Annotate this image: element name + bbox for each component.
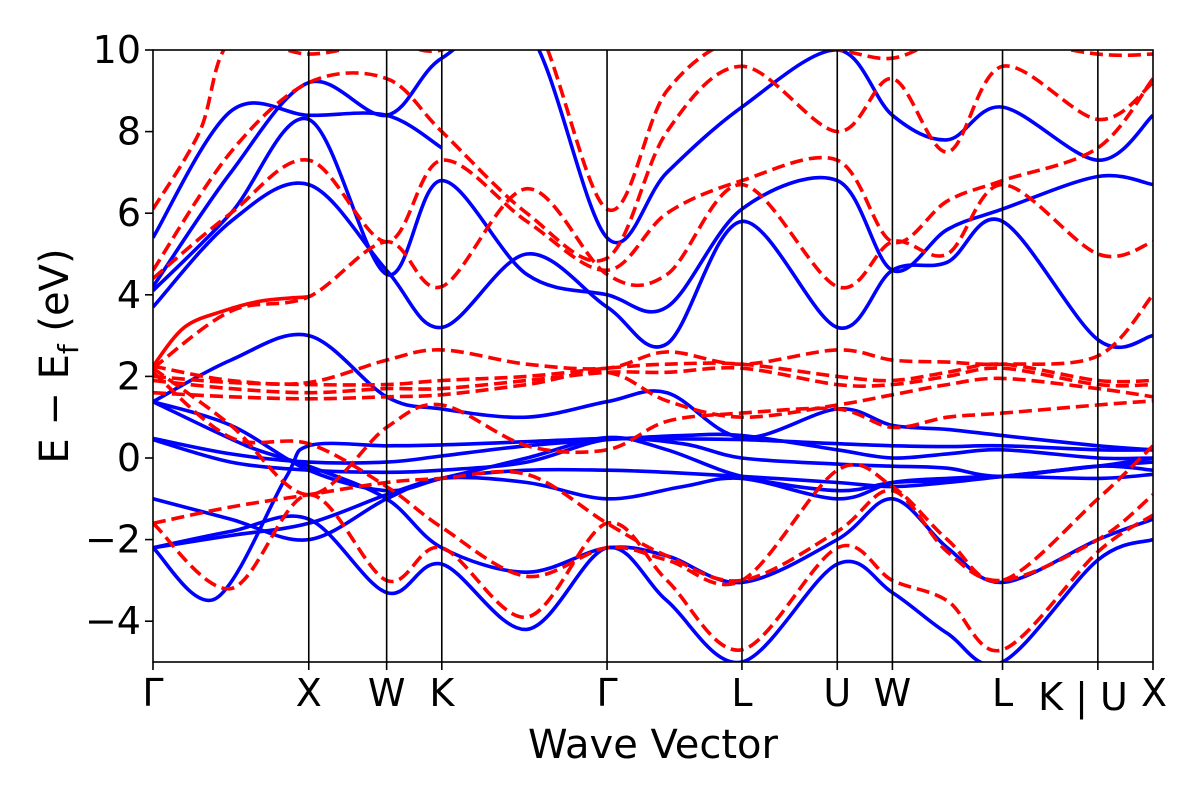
band-line-red-solid xyxy=(153,295,309,368)
band-line-spin-down xyxy=(153,370,1153,420)
y-tick-label: 6 xyxy=(117,191,141,235)
x-axis-label: Wave Vector xyxy=(528,722,779,768)
band-line-spin-up xyxy=(153,332,1153,452)
band-line-spin-down xyxy=(153,361,1153,387)
y-tick-label: 8 xyxy=(117,110,141,154)
band-line-spin-up xyxy=(153,116,1153,314)
plot-frame xyxy=(152,49,1154,663)
x-tick-label: U xyxy=(823,671,851,715)
band-line-spin-up xyxy=(153,101,443,239)
band-line-spin-down xyxy=(153,64,1153,272)
high-symmetry-lines xyxy=(307,50,1099,662)
band-line-spin-up xyxy=(153,514,1153,662)
band-line-spin-up xyxy=(153,50,1153,288)
y-axis-label-unit: (eV) xyxy=(32,248,78,344)
band-line-spin-up xyxy=(153,399,1153,493)
x-tick-label: K xyxy=(429,671,455,715)
x-tick-label: L xyxy=(731,671,752,715)
x-tick-label: K | U xyxy=(1038,675,1128,720)
band-line-spin-down xyxy=(153,182,1153,370)
x-tick-label: Γ xyxy=(596,671,617,715)
band-line-spin-down xyxy=(153,370,1153,587)
y-axis-label: E − Ef (eV) xyxy=(32,248,85,463)
band-line-spin-up xyxy=(153,432,1153,465)
x-tick-label: W xyxy=(368,671,406,715)
x-tick-label: X xyxy=(296,671,322,715)
x-tick-label: Γ xyxy=(142,671,163,715)
y-tick-label: 4 xyxy=(117,273,141,317)
band-line-spin-down xyxy=(153,77,1153,280)
x-tick-label: X xyxy=(1141,671,1167,715)
y-axis-label-subscript: f xyxy=(52,343,85,354)
x-tick-label: L xyxy=(992,671,1013,715)
band-line-spin-up xyxy=(153,181,1153,350)
y-tick-label: −2 xyxy=(85,518,141,562)
band-line-spin-down xyxy=(153,365,1153,395)
y-tick-label: 0 xyxy=(117,436,141,480)
y-tick-label: −4 xyxy=(85,599,141,643)
y-tick-label: 10 xyxy=(93,28,141,72)
x-tick-label: W xyxy=(874,671,912,715)
band-line-spin-down xyxy=(153,492,1153,653)
y-axis-ticks: −4 −2 0 2 4 6 8 10 xyxy=(85,28,153,643)
band-line-spin-down xyxy=(153,293,1153,386)
y-tick-label: 2 xyxy=(117,354,141,398)
